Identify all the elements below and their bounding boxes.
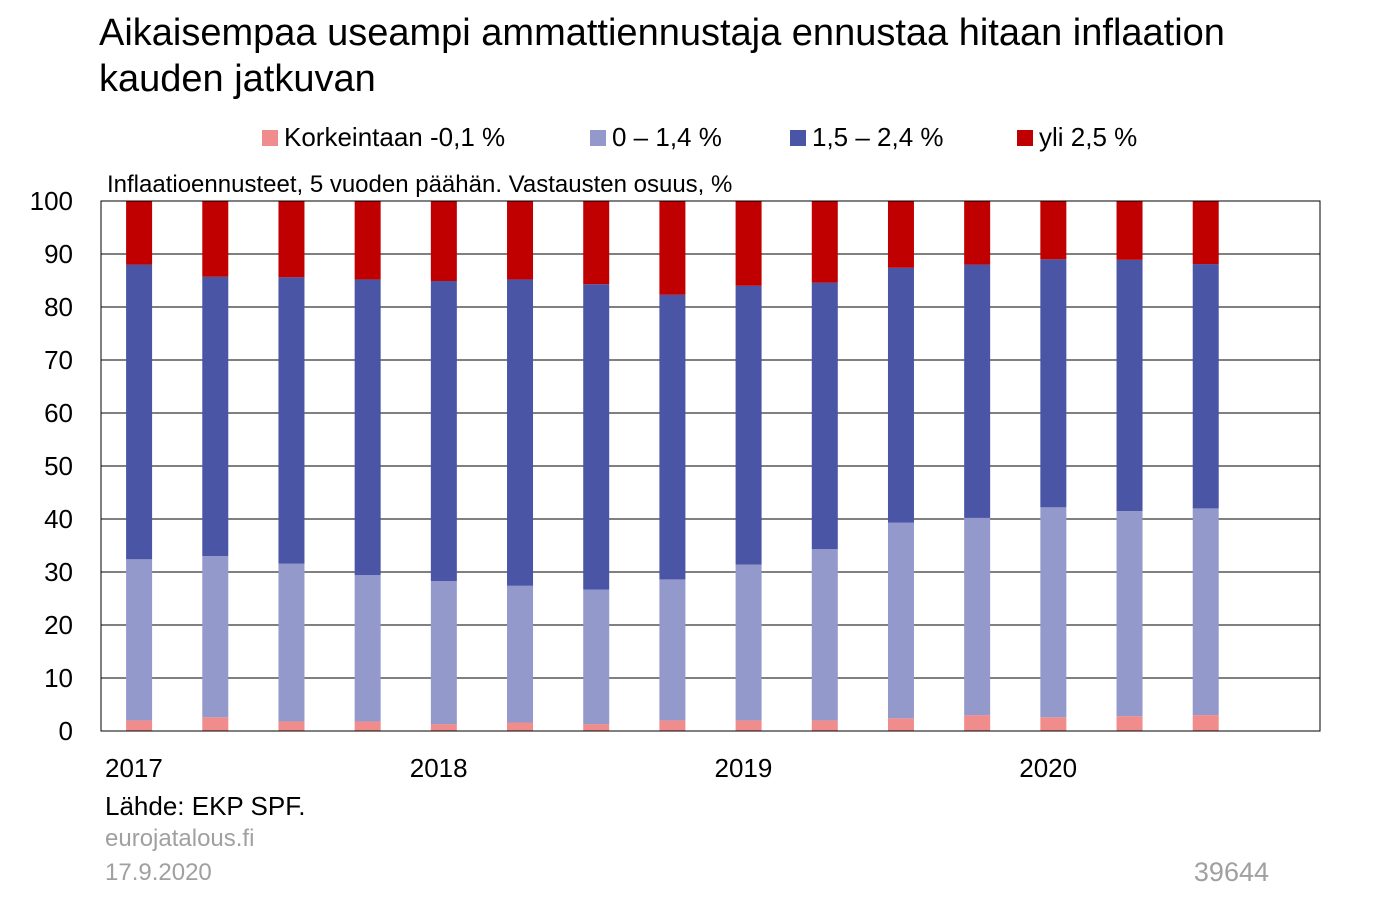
bar-segment-2 (126, 559, 153, 721)
legend-item-series-3: 1,5 – 2,4 % (790, 120, 944, 154)
bar-segment-3 (1040, 259, 1067, 508)
bar-segment-2 (659, 579, 686, 721)
chart-subtitle: Inflaatioennusteet, 5 vuoden päähän. Vas… (107, 171, 733, 198)
bar-segment-3 (887, 267, 914, 523)
bar-segment-4 (583, 201, 610, 285)
x-tick-label: 2017 (105, 753, 163, 783)
bar-segment-2 (1192, 508, 1219, 716)
x-tick-label: 2018 (410, 753, 468, 783)
bar-segment-4 (507, 201, 534, 280)
bar-segment-2 (202, 556, 229, 718)
legend-item-series-4: yli 2,5 % (1017, 120, 1137, 154)
legend-swatch-series-1 (262, 130, 278, 146)
bar-segment-2 (887, 522, 914, 719)
bar-segment-2 (1040, 507, 1067, 718)
bar-segment-4 (1192, 201, 1219, 265)
bar-segment-1 (126, 720, 153, 731)
legend-swatch-series-3 (790, 130, 806, 146)
legend-swatch-series-2 (590, 130, 606, 146)
bar-segment-1 (1192, 715, 1219, 731)
legend-item-series-1: Korkeintaan -0,1 % (262, 120, 505, 154)
y-tick-label: 100 (30, 186, 73, 216)
bar-segment-4 (735, 201, 762, 286)
bar-segment-4 (1116, 201, 1143, 260)
bar-segment-2 (354, 575, 381, 722)
bar-segment-1 (202, 717, 229, 731)
legend-label-series-3: 1,5 – 2,4 % (812, 122, 944, 152)
bar-segment-2 (583, 589, 610, 725)
bar-segment-3 (278, 277, 305, 564)
bar-segment-2 (964, 517, 991, 716)
plot-frame (100, 200, 1321, 732)
bar-segment-3 (354, 279, 381, 576)
bar-segment-3 (126, 264, 153, 560)
bar-segment-1 (583, 724, 610, 731)
x-tick-label: 2020 (1019, 753, 1077, 783)
bar-segment-2 (1116, 511, 1143, 717)
y-tick-label: 30 (44, 557, 73, 587)
bar-segment-2 (507, 585, 534, 723)
bar-segment-3 (1116, 259, 1143, 512)
source-note: Lähde: EKP SPF. (105, 791, 306, 821)
y-tick-label: 90 (44, 239, 73, 269)
bar-segment-1 (507, 722, 534, 731)
y-tick-label: 60 (44, 398, 73, 428)
bar-segment-4 (659, 201, 686, 295)
bar-segment-3 (202, 276, 229, 557)
bar-segment-4 (202, 201, 229, 277)
legend-swatch-series-4 (1017, 130, 1033, 146)
y-tick-label: 0 (59, 716, 73, 746)
x-tick-label: 2019 (715, 753, 773, 783)
bar-segment-3 (1192, 264, 1219, 509)
y-tick-label: 10 (44, 663, 73, 693)
bar-segment-3 (507, 279, 534, 586)
bar-segment-4 (430, 201, 457, 282)
bar-segment-1 (964, 715, 991, 731)
bar-segment-4 (126, 201, 153, 265)
y-tick-label: 80 (44, 292, 73, 322)
bar-segment-3 (735, 285, 762, 565)
publish-date: 17.9.2020 (105, 859, 212, 886)
legend-item-series-2: 0 – 1,4 % (590, 120, 722, 154)
bar-segment-1 (278, 721, 305, 731)
bar-segment-1 (735, 720, 762, 731)
bar-segment-4 (354, 201, 381, 280)
bar-segment-4 (964, 201, 991, 265)
bar-segment-1 (354, 721, 381, 731)
y-tick-label: 20 (44, 610, 73, 640)
bar-segment-4 (278, 201, 305, 278)
bar-segment-2 (278, 563, 305, 722)
y-tick-label: 70 (44, 345, 73, 375)
bar-segment-1 (1040, 717, 1067, 731)
bar-segment-3 (430, 281, 457, 582)
chart-id: 39644 (1193, 857, 1269, 887)
y-tick-label: 40 (44, 504, 73, 534)
legend-label-series-1: Korkeintaan -0,1 % (284, 122, 506, 152)
bar-segment-2 (430, 581, 457, 725)
bar-segment-1 (1116, 716, 1143, 731)
bar-segment-1 (659, 720, 686, 731)
site-name: eurojatalous.fi (105, 825, 255, 852)
y-tick-label: 50 (44, 451, 73, 481)
bar-segment-4 (887, 201, 914, 268)
bar-segment-4 (811, 201, 838, 283)
bar-segment-3 (583, 284, 610, 590)
bar-segment-4 (1040, 201, 1067, 260)
legend-label-series-4: yli 2,5 % (1039, 122, 1138, 152)
chart-title: Aikaisempaa useampi ammattiennustaja enn… (99, 12, 1225, 100)
bar-segment-1 (811, 720, 838, 731)
bar-segment-3 (964, 264, 991, 518)
bar-segment-3 (811, 282, 838, 550)
legend-label-series-2: 0 – 1,4 % (612, 122, 722, 152)
bar-segment-1 (430, 724, 457, 731)
bar-segment-2 (735, 564, 762, 721)
bar-segment-1 (887, 718, 914, 731)
bar-segment-2 (811, 549, 838, 721)
bar-segment-3 (659, 294, 686, 580)
